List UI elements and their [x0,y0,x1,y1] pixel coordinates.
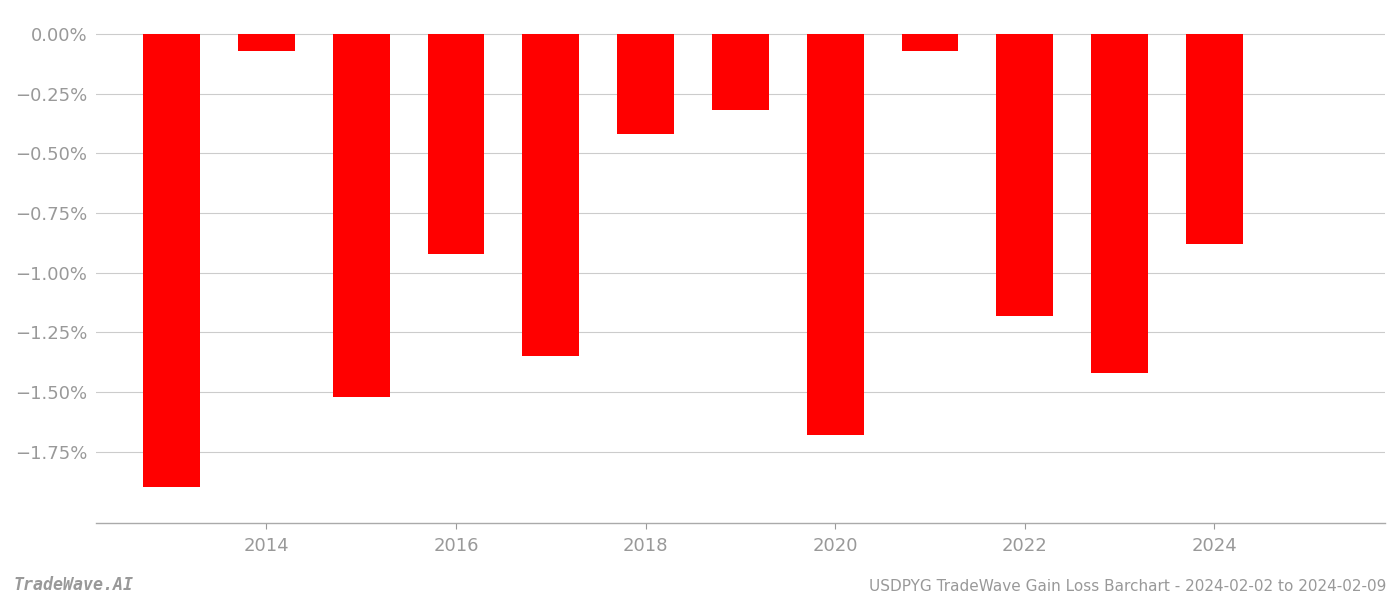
Bar [997,34,1053,316]
Text: TradeWave.AI: TradeWave.AI [14,576,134,594]
Bar [713,34,769,110]
Bar [1186,34,1243,244]
Bar [806,34,864,435]
Bar [238,34,295,51]
Bar [143,34,200,487]
Bar [617,34,673,134]
Bar [333,34,389,397]
Bar [902,34,959,51]
Bar [1091,34,1148,373]
Bar [427,34,484,254]
Text: USDPYG TradeWave Gain Loss Barchart - 2024-02-02 to 2024-02-09: USDPYG TradeWave Gain Loss Barchart - 20… [868,579,1386,594]
Bar [522,34,580,356]
